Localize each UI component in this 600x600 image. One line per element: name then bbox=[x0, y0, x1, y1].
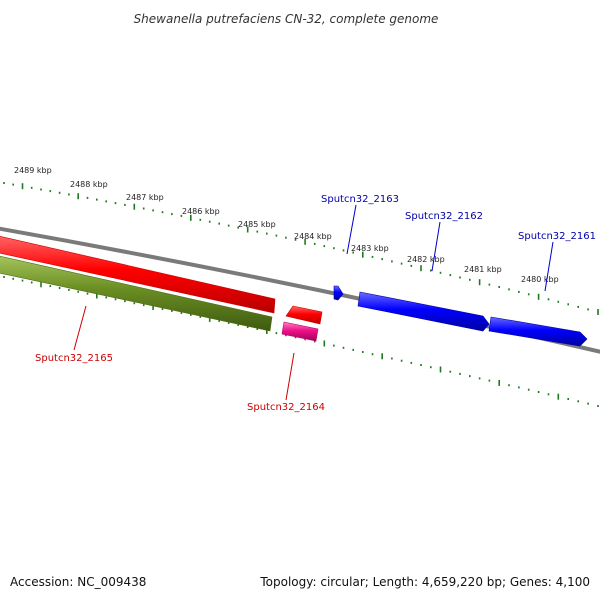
gene-sputcn32-2162[interactable] bbox=[357, 291, 490, 332]
gene-arrow-red[interactable] bbox=[285, 305, 323, 325]
kbp-label: 2480 kbp bbox=[521, 275, 559, 284]
accession-text: Accession: NC_009438 bbox=[10, 575, 146, 589]
gene-arrow[interactable] bbox=[357, 291, 490, 332]
kbp-label: 2483 kbp bbox=[351, 244, 389, 253]
kbp-labels: 2489 kbp 2488 kbp 2487 kbp 2486 kbp 2485… bbox=[14, 166, 559, 284]
kbp-label: 2484 kbp bbox=[294, 232, 332, 241]
gene-arrow[interactable] bbox=[0, 234, 276, 314]
gene-sputcn32-2161[interactable] bbox=[488, 316, 588, 347]
gene-label-2162[interactable]: Sputcn32_2162 bbox=[405, 211, 483, 222]
kbp-label: 2488 kbp bbox=[70, 180, 108, 189]
gene-label-2165[interactable]: Sputcn32_2165 bbox=[35, 353, 113, 364]
outer-scale-track bbox=[3, 182, 599, 315]
leader-line-2163 bbox=[346, 204, 357, 255]
gene-label-2161[interactable]: Sputcn32_2161 bbox=[518, 231, 596, 242]
gene-label-2164[interactable]: Sputcn32_2164 bbox=[247, 402, 325, 413]
kbp-label: 2486 kbp bbox=[182, 207, 220, 216]
genome-summary-text: Topology: circular; Length: 4,659,220 bp… bbox=[259, 575, 590, 589]
gene-sputcn32-2164[interactable] bbox=[281, 305, 323, 342]
leader-line-2165 bbox=[73, 305, 87, 351]
kbp-label: 2489 kbp bbox=[14, 166, 52, 175]
olive-feature bbox=[0, 255, 273, 332]
gene-arrow-pink[interactable] bbox=[281, 321, 319, 342]
leader-line-2164 bbox=[285, 352, 295, 401]
kbp-label: 2485 kbp bbox=[238, 220, 276, 229]
leader-line-2162 bbox=[431, 221, 441, 272]
olive-bar bbox=[0, 255, 273, 332]
gene-sputcn32-2165[interactable] bbox=[0, 234, 276, 314]
inner-scale-track bbox=[3, 276, 599, 407]
gene-arrow[interactable] bbox=[333, 285, 344, 301]
kbp-label: 2487 kbp bbox=[126, 193, 164, 202]
map-title: Shewanella putrefaciens CN-32, complete … bbox=[134, 12, 439, 26]
gene-sputcn32-2163[interactable] bbox=[333, 285, 344, 301]
kbp-label: 2481 kbp bbox=[464, 265, 502, 274]
gene-arrow[interactable] bbox=[488, 316, 588, 347]
leader-line-2161 bbox=[544, 241, 554, 292]
kbp-label: 2482 kbp bbox=[407, 255, 445, 264]
gene-label-2163[interactable]: Sputcn32_2163 bbox=[321, 194, 399, 205]
